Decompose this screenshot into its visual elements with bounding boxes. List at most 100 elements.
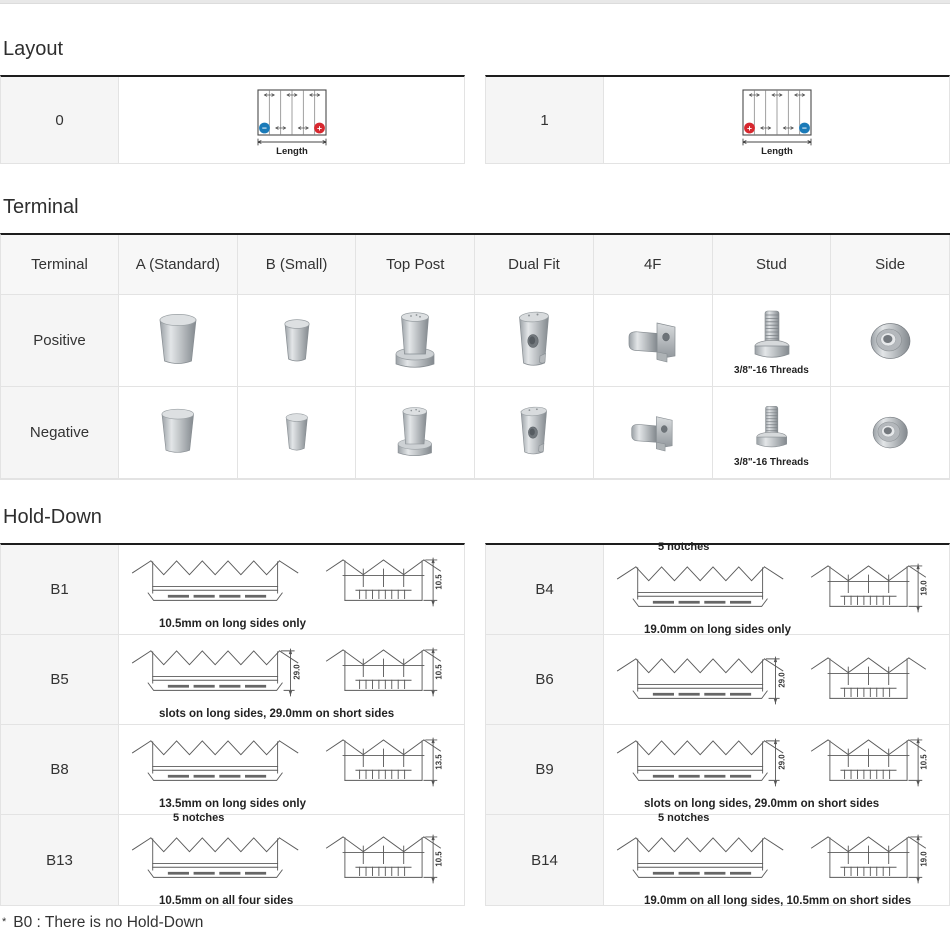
dimension-right-value: 13.5 — [434, 754, 443, 770]
holddown-caption-text: 13.5mm on long sides only — [159, 798, 306, 811]
dimension-left: 29.0 — [765, 656, 786, 704]
holddown-caption: 19.0mm on long sides only — [644, 624, 791, 637]
dimension-right-value: 10.5 — [434, 574, 443, 590]
holddown-drawing-cell: 13.5 13.5mm on long sides only — [119, 725, 464, 814]
length-label: Length — [276, 146, 308, 157]
dimension-right: 19.0 — [907, 564, 928, 613]
holddown-row: B4 5 notches — [486, 541, 949, 637]
stud-thread-note: 3/8"-16 Threads — [734, 457, 809, 468]
holddown-caption-text: 19.0mm on all long sides, 10.5mm on shor… — [644, 894, 912, 907]
holddown-figures: 10.5 — [127, 547, 457, 617]
terminal-polarity-left — [743, 122, 755, 134]
holddown-side-view-drawing: 29.0 — [131, 648, 301, 697]
holddown-drawing-cell: 5 notches — [119, 812, 464, 907]
terminal-image-a-standard — [119, 387, 238, 479]
terminal-image-dual-fit — [475, 387, 594, 479]
dimension-right: 13.5 — [422, 738, 443, 787]
layout-section-title: Layout — [3, 38, 64, 60]
holddown-caption: 19.0mm on all long sides, 10.5mm on shor… — [644, 895, 911, 908]
holddown-drawing-cell: 29.0 — [604, 725, 949, 814]
holddown-row: B14 5 notches — [486, 812, 949, 908]
holddown-code: B6 — [486, 635, 604, 724]
holddown-figures: 29.0 — [127, 637, 457, 707]
holddown-code: B8 — [1, 725, 119, 814]
dimension-right: 10.5 — [422, 558, 443, 607]
stud-terminal-image — [755, 310, 790, 358]
holddown-figures: 29.0 — [612, 727, 942, 797]
polarity-sign-right: + — [317, 123, 322, 133]
terminal-image-stud: 3/8"-16 Threads — [712, 295, 832, 387]
holddown-figures: 19.0 — [612, 824, 942, 894]
holddown-figures: 10.5 — [127, 824, 457, 894]
terminal-row-label: Negative — [1, 387, 119, 479]
column-header-4f: 4F — [593, 235, 713, 295]
holddown-row: B6 29.0 — [486, 635, 949, 725]
dimension-right: 19.0 — [907, 834, 928, 884]
layout-tables: 0 − + Length — [0, 75, 950, 164]
holddown-row: B5 29.0 — [1, 635, 464, 725]
post-b-small-image — [284, 318, 310, 361]
terminal-polarity-left — [258, 122, 270, 134]
column-header-side: Side — [831, 235, 950, 295]
layout-diagram-cell: − + Length — [119, 77, 464, 163]
stud-thread-note: 3/8"-16 Threads — [734, 365, 809, 376]
holddown-top-note: 5 notches — [658, 812, 709, 824]
terminal-row: Positive — [1, 295, 950, 387]
holddown-caption-text: slots on long sides, 29.0mm on short sid… — [644, 798, 880, 811]
terminal-row-label: Positive — [1, 295, 119, 387]
footnote-asterisk: * — [2, 916, 7, 928]
battery-layout-diagram: − + Length — [256, 89, 327, 157]
layout-section: Layout 0 − + Length — [0, 37, 950, 164]
dimension-left-value: 29.0 — [777, 754, 786, 770]
holddown-figures: 13.5 — [127, 727, 457, 797]
holddown-end-view-drawing — [810, 656, 926, 699]
terminal-image-a-standard — [119, 295, 238, 387]
terminal-image-stud: 3/8"-16 Threads — [712, 387, 832, 479]
holddown-caption: slots on long sides, 29.0mm on short sid… — [159, 708, 394, 721]
holddown-section-title: Hold-Down — [3, 506, 102, 528]
post-a-standard-image — [161, 408, 194, 453]
holddown-side-view-drawing: 29.0 — [616, 738, 786, 787]
layout-code: 0 — [1, 77, 119, 163]
dimension-right-value: 10.5 — [434, 851, 443, 867]
terminal-row: Negative — [1, 387, 950, 479]
holddown-top-note-text: 5 notches — [658, 811, 710, 824]
column-header-dual-fit: Dual Fit — [475, 235, 594, 295]
holddown-top-note: 5 notches — [173, 812, 224, 824]
terminal-table: Terminal A (Standard) B (Small) Top Post… — [0, 233, 950, 480]
dimension-left-value: 29.0 — [292, 664, 301, 680]
dimension-right-value: 19.0 — [919, 580, 928, 596]
holddown-top-note-text: 5 notches — [658, 541, 710, 554]
holddown-row: B1 — [1, 545, 464, 635]
length-label: Length — [761, 146, 793, 157]
layout-diagram-cell: + − Length — [604, 77, 949, 163]
dimension-right: 10.5 — [422, 648, 443, 697]
post-b-small-image — [285, 412, 308, 450]
holddown-caption: 10.5mm on long sides only — [159, 618, 306, 631]
holddown-side-view-drawing — [131, 740, 298, 782]
holddown-code: B14 — [486, 815, 604, 905]
side-terminal-image — [872, 416, 908, 448]
holddown-table-left: B1 — [0, 543, 465, 907]
holddown-code: B5 — [1, 635, 119, 724]
holddown-end-view-drawing: 10.5 — [325, 558, 443, 607]
holddown-drawing-cell: 5 notches — [604, 541, 949, 637]
dimension-right-value: 10.5 — [434, 664, 443, 680]
holddown-side-view-drawing — [616, 837, 783, 878]
holddown-top-note: 5 notches — [658, 541, 709, 553]
column-header-stud: Stud — [712, 235, 832, 295]
terminal-image-b-small — [237, 295, 357, 387]
column-header-b-small: B (Small) — [237, 235, 357, 295]
holddown-caption-text: 10.5mm on all four sides — [159, 894, 294, 907]
holddown-end-view-drawing: 13.5 — [325, 738, 443, 787]
layout-row: 0 − + Length — [1, 77, 464, 163]
footnote: * B0 : There is no Hold-Down — [0, 914, 950, 932]
holddown-caption: slots on long sides, 29.0mm on short sid… — [644, 798, 879, 811]
layout-row: 1 + − Length — [486, 77, 949, 163]
top-divider-bar — [0, 0, 950, 4]
dimension-left: 29.0 — [280, 648, 301, 697]
holddown-caption-text: slots on long sides, 29.0mm on short sid… — [159, 708, 395, 721]
terminal-section-title: Terminal — [3, 196, 79, 218]
top-post-image — [398, 406, 433, 456]
holddown-side-view-drawing: 29.0 — [616, 656, 786, 704]
